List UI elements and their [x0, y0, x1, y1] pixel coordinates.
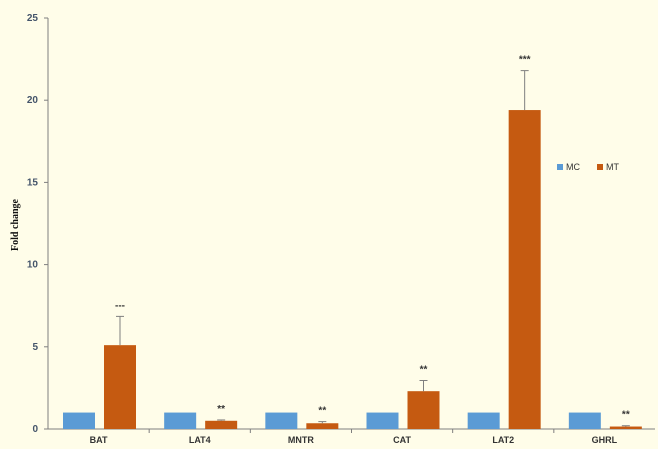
bars: ---** *********	[63, 55, 642, 430]
x-tick-label: MNTR	[288, 435, 314, 445]
y-axis-label: Fold change	[10, 198, 21, 251]
legend-swatch-mc	[557, 164, 563, 170]
bar-mc-lat4	[164, 412, 197, 429]
significance-label: ***	[519, 55, 531, 66]
significance-label: **	[622, 410, 630, 421]
bar-mc-lat2	[467, 412, 500, 429]
x-tick-label: CAT	[393, 435, 411, 445]
bar-mc-mntr	[265, 412, 298, 429]
bar-mt-cat	[407, 391, 440, 429]
significance-label: **	[318, 406, 326, 417]
axes: 0 5 10 15 20 25 BAT LAT4 MNTR CAT LAT2 GHRL	[27, 13, 655, 445]
y-tick-label: 5	[32, 342, 38, 353]
x-tick-label: LAT2	[492, 435, 514, 445]
significance-label: **	[217, 404, 225, 415]
bar-mt-mntr	[306, 423, 339, 429]
x-tick-label: BAT	[90, 435, 108, 445]
x-tick-label: LAT4	[189, 435, 211, 445]
bar-mt-lat4	[205, 420, 238, 429]
bar-mc-cat	[366, 412, 399, 429]
y-tick-label: 15	[27, 177, 39, 188]
bar-mc-bat	[63, 412, 95, 429]
legend-label-mt: MT	[606, 162, 619, 172]
y-tick-label: 20	[27, 95, 39, 106]
legend-label-mc: MC	[566, 162, 580, 172]
bar-mc-ghrl	[568, 412, 601, 429]
significance-label: ---	[115, 300, 125, 311]
significance-label: **	[420, 365, 428, 376]
bar-mt-lat2	[508, 110, 541, 430]
bar-mt-ghrl	[609, 426, 642, 429]
bar-mt-bat	[104, 345, 136, 429]
legend: MC MT	[557, 162, 619, 172]
x-tick-label: GHRL	[592, 435, 618, 445]
y-tick-label: 0	[32, 424, 38, 435]
legend-swatch-mt	[597, 164, 603, 170]
y-tick-label: 10	[27, 260, 39, 271]
y-tick-label: 25	[27, 13, 39, 24]
